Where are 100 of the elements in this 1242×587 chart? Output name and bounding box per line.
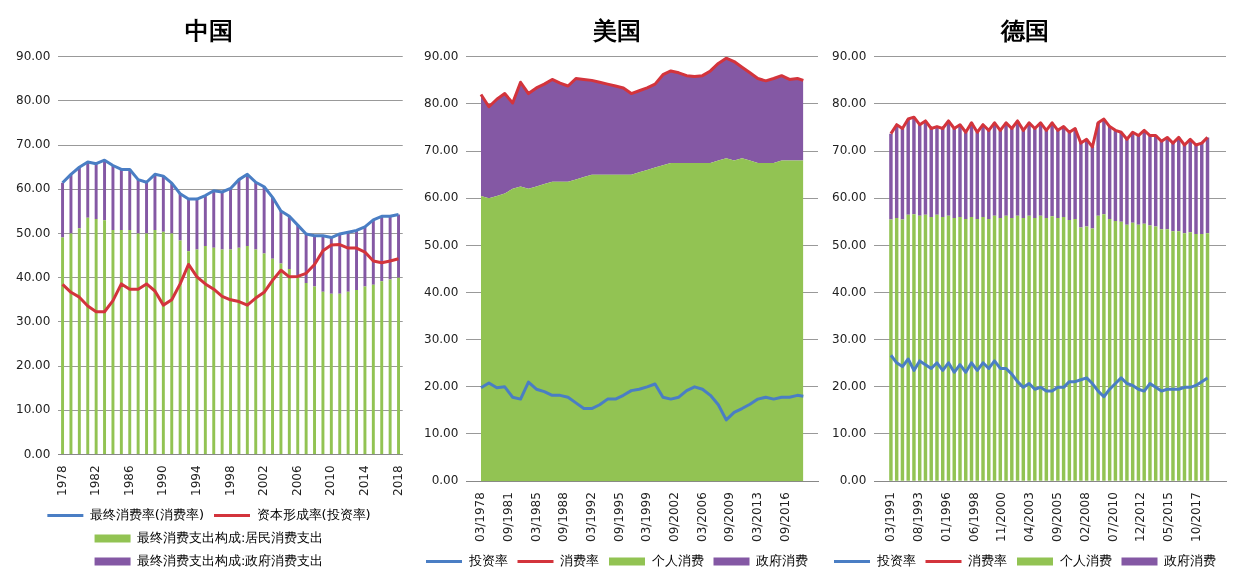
y-tick-label: 70.00: [423, 143, 459, 158]
x-tick-label: 02/2008: [1077, 492, 1092, 543]
bar: [987, 130, 991, 219]
bar: [77, 228, 81, 454]
bar: [329, 293, 333, 454]
x-tick-label: 09/2009: [722, 492, 737, 543]
bar: [1079, 143, 1083, 228]
x-tick-label: 07/2010: [1105, 492, 1120, 543]
chart-title: 德国: [1000, 16, 1049, 45]
y-tick-label: 10.00: [423, 426, 459, 441]
bar: [103, 160, 107, 221]
bar: [313, 286, 316, 454]
bar: [1102, 119, 1106, 215]
bar: [929, 128, 933, 218]
x-tick-label: 09/1981: [500, 492, 515, 543]
bar: [254, 182, 258, 250]
bar: [346, 232, 350, 292]
bar: [1096, 215, 1100, 481]
legend-label: 政府消费: [756, 552, 808, 568]
bar: [1027, 122, 1031, 216]
bar: [1194, 144, 1198, 235]
bar: [388, 216, 392, 280]
x-tick-label: 1994: [189, 465, 204, 497]
bar: [245, 174, 249, 246]
bar: [178, 240, 182, 454]
bar: [212, 247, 216, 454]
y-tick-label: 50.00: [831, 237, 867, 252]
bar: [220, 249, 224, 454]
y-tick-label: 0.00: [431, 473, 459, 488]
bar: [889, 133, 893, 220]
bar: [136, 233, 140, 454]
y-tick-label: 30.00: [831, 331, 867, 346]
legend-label: 政府消费: [1164, 552, 1216, 568]
bar: [262, 186, 266, 254]
bar: [1119, 132, 1123, 222]
bar: [380, 281, 384, 454]
legend-label: 最终消费支出构成:政府消费支出: [137, 552, 324, 568]
bar: [61, 182, 65, 238]
x-tick-label: 08/1993: [910, 492, 925, 543]
bar: [912, 117, 916, 215]
bar: [958, 217, 962, 481]
y-tick-label: 10.00: [15, 402, 51, 417]
bar: [94, 163, 98, 219]
y-tick-label: 20.00: [15, 358, 51, 373]
bar: [237, 179, 241, 248]
bar: [304, 283, 308, 454]
bar: [119, 169, 123, 230]
bar: [338, 293, 342, 454]
bar: [1073, 219, 1077, 481]
y-tick-label: 60.00: [831, 190, 867, 205]
y-tick-label: 70.00: [831, 143, 867, 158]
bar: [237, 247, 241, 454]
y-tick-label: 40.00: [15, 269, 51, 284]
bar: [1010, 128, 1014, 219]
bar: [981, 217, 985, 481]
legend-label: 最终消费支出构成:居民消费支出: [137, 529, 324, 545]
bar: [287, 216, 291, 269]
bar: [229, 188, 233, 250]
chart-title: 中国: [185, 16, 233, 45]
bar: [371, 284, 375, 454]
bar: [296, 275, 300, 454]
bar: [69, 174, 73, 234]
bar: [1148, 225, 1152, 481]
y-tick-label: 50.00: [423, 237, 459, 252]
bar: [987, 219, 991, 481]
legend-label: 个人消费: [1059, 552, 1112, 568]
bar: [161, 176, 165, 232]
legend-label: 最终消费率(消费率): [89, 506, 205, 522]
legend-label: 投资率: [875, 552, 916, 568]
x-tick-label: 1990: [155, 465, 170, 497]
bar: [262, 253, 266, 454]
x-tick-label: 1998: [222, 465, 237, 497]
bar: [203, 195, 207, 246]
bar: [388, 279, 392, 454]
bar: [254, 249, 258, 454]
bar: [1194, 234, 1198, 481]
bar: [1010, 218, 1014, 481]
bar: [128, 230, 132, 454]
bar: [346, 291, 350, 454]
x-tick-label: 09/2002: [666, 492, 681, 543]
legend-label: 投资率: [467, 552, 508, 568]
y-tick-label: 90.00: [423, 48, 459, 63]
x-tick-label: 2006: [289, 465, 304, 497]
x-tick-label: 09/1988: [556, 492, 571, 543]
bar: [145, 182, 149, 234]
bar: [136, 179, 140, 234]
bar: [1056, 130, 1060, 219]
bar: [271, 258, 275, 454]
bar: [271, 197, 275, 259]
bar: [929, 217, 933, 481]
x-tick-label: 12/2012: [1133, 492, 1148, 543]
bar: [1171, 143, 1175, 232]
bar: [1142, 223, 1146, 481]
bar: [178, 193, 182, 241]
y-tick-label: 40.00: [423, 284, 459, 299]
bar: [889, 219, 893, 481]
bar: [94, 218, 98, 454]
x-tick-label: 2018: [390, 465, 405, 497]
x-tick-label: 06/1998: [966, 492, 981, 543]
bar: [1079, 227, 1083, 481]
